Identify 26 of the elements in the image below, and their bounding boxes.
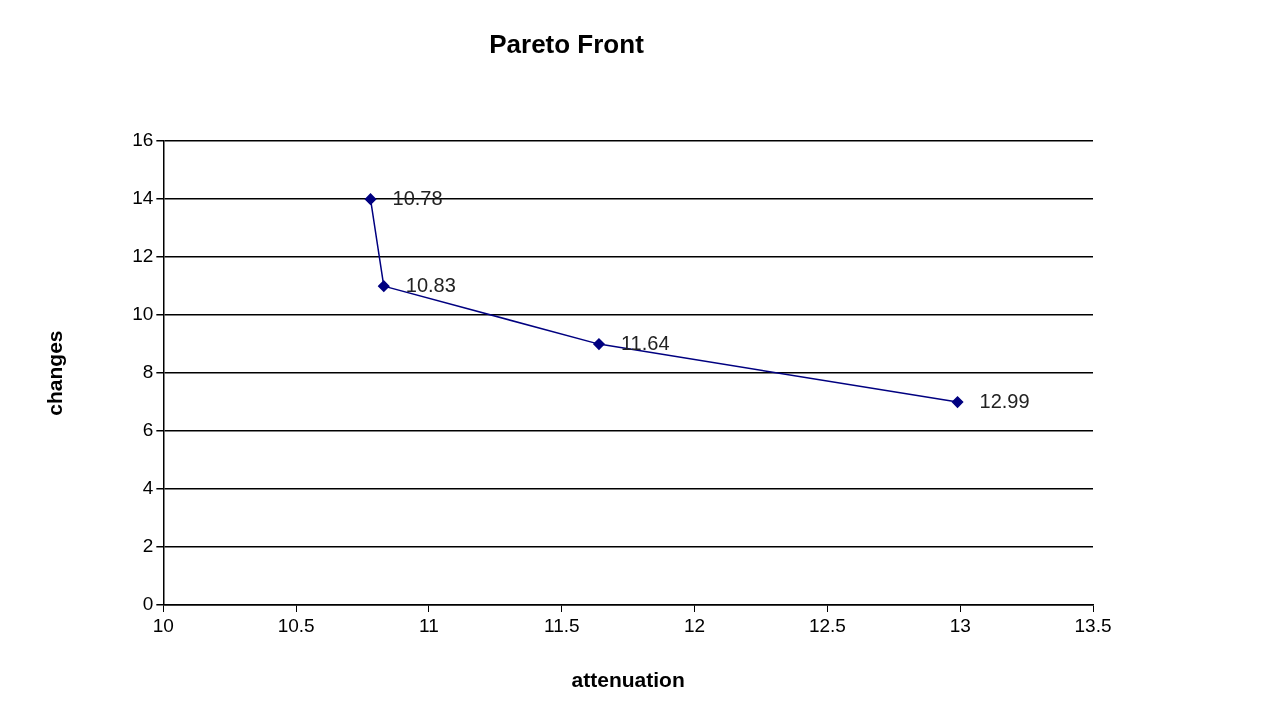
x-tick-label: 11	[419, 614, 439, 636]
x-tick-label: 13.5	[1074, 614, 1112, 636]
point	[951, 396, 964, 408]
point	[593, 338, 605, 350]
y-tick-label: 6	[142, 419, 154, 441]
chart-title: Pareto Front	[489, 28, 645, 59]
point	[378, 280, 390, 292]
x-tick-label: 12.5	[808, 614, 846, 636]
y-tick-label: 10	[132, 303, 154, 325]
annotation: 12.99	[979, 389, 1030, 412]
y-tick-label: 16	[132, 129, 154, 151]
y-tick-label: 0	[142, 593, 154, 615]
x-axis-title: attenuation	[571, 668, 685, 692]
y-tick-label: 2	[142, 535, 154, 557]
annotation: 11.64	[620, 331, 670, 354]
x-tick-label: 10.5	[277, 614, 315, 636]
y-tick-label: 12	[132, 245, 154, 267]
y-axis-title: changes	[43, 330, 67, 416]
x-tick-label: 13	[949, 614, 971, 636]
y-tick-label: 8	[142, 361, 154, 383]
y-tick-label: 4	[142, 477, 154, 499]
x-tick-label: 12	[684, 614, 706, 636]
point	[364, 193, 377, 205]
annotation: 10.83	[405, 273, 456, 296]
x-tick-label: 11.5	[543, 614, 580, 636]
y-tick-label: 14	[132, 187, 154, 209]
